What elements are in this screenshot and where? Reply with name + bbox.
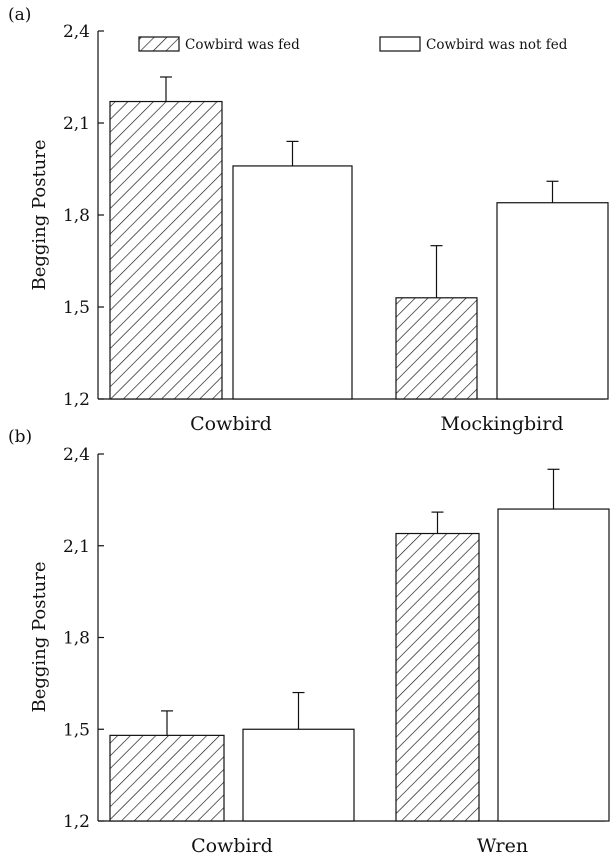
category-label: Mockingbird: [440, 413, 563, 435]
category-label: Cowbird: [191, 835, 273, 857]
bar-not-fed-cowbird: [232, 165, 353, 400]
legend-swatch: [138, 36, 180, 52]
y-tick-label: 1,2: [63, 390, 90, 410]
legend-swatch: [379, 36, 421, 52]
bar-fed-cowbird: [109, 734, 225, 822]
y-tick-label: 2,1: [63, 114, 90, 134]
y-tick-label: 1,8: [63, 206, 90, 226]
category-label: Wren: [477, 835, 528, 857]
y-tick-label: 1,8: [63, 629, 90, 649]
y-tick-label: 2,1: [63, 537, 90, 557]
legend-label: Cowbird was fed: [185, 37, 300, 53]
y-tick-label: 2,4: [63, 445, 90, 465]
chart-panel-a: (a) 1,2 1,5 1,8 2,1 2,4 Begging Posture Cowbird…: [8, 5, 609, 435]
bar-not-fed-mockingbird: [496, 202, 609, 400]
panel-label: (a): [8, 5, 31, 25]
y-axis-title: Begging Posture: [29, 561, 50, 712]
bar-not-fed-wren: [497, 508, 610, 822]
category-label: Cowbird: [190, 413, 272, 435]
chart-panel-b: (b) 1,2 1,5 1,8 2,1 2,4 Begging Posture Cowbird…: [8, 427, 610, 857]
legend-label: Cowbird was not fed: [426, 37, 568, 53]
y-axis-title: Begging Posture: [29, 139, 50, 290]
bar-fed-cowbird: [109, 100, 223, 400]
panel-label: (b): [8, 427, 32, 447]
bar-not-fed-cowbird: [242, 728, 355, 822]
bar-fed-mockingbird: [395, 297, 478, 400]
y-tick-label: 1,5: [63, 720, 90, 740]
y-tick-label: 1,5: [63, 298, 90, 318]
y-tick-label: 1,2: [63, 812, 90, 832]
bar-fed-wren: [395, 532, 480, 822]
y-tick-label: 2,4: [63, 22, 90, 42]
legend: Cowbird was fed Cowbird was not fed: [138, 36, 568, 53]
